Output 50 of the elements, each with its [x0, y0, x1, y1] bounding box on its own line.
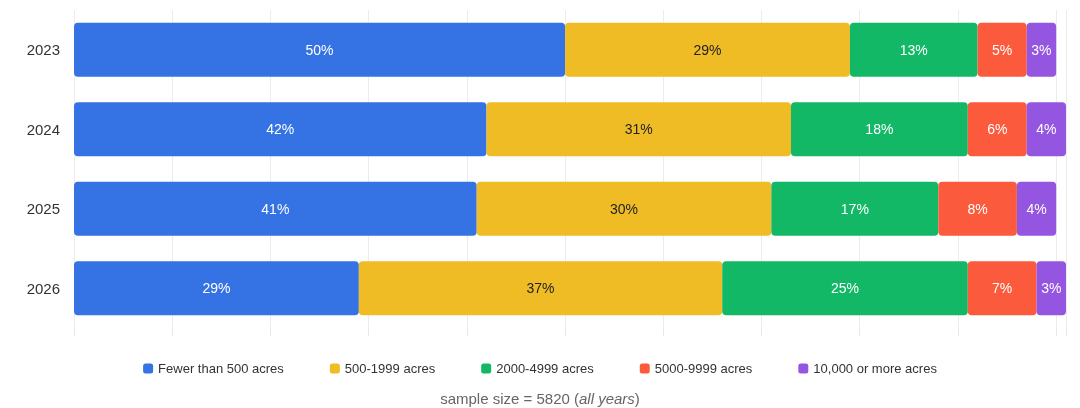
data-label: 50%	[305, 41, 334, 58]
data-label: 31%	[624, 121, 653, 138]
bar	[771, 181, 939, 236]
y-tick-label: 2023	[26, 41, 60, 59]
y-tick-label: 2026	[26, 279, 60, 297]
bar	[849, 22, 978, 77]
bar	[967, 261, 1037, 316]
legend-label: 2000-4999 acres	[496, 361, 595, 376]
bar	[74, 22, 566, 77]
legend-label: 500-1999 acres	[344, 361, 436, 376]
data-label: 41%	[261, 200, 290, 217]
data-label: 29%	[202, 280, 231, 297]
data-label: 30%	[610, 200, 639, 217]
bar	[1026, 22, 1057, 77]
data-label: 4%	[1036, 121, 1057, 138]
data-label: 4%	[1026, 200, 1047, 217]
legend-label: Fewer than 500 acres	[158, 361, 285, 376]
data-label: 25%	[830, 280, 860, 297]
legend-label: 10,000 or more acres	[813, 361, 938, 376]
bar	[565, 22, 850, 77]
bar	[476, 181, 772, 236]
bar	[967, 102, 1027, 157]
data-label: 29%	[693, 41, 722, 58]
data-label: 13%	[899, 41, 928, 58]
y-tick-label: 2024	[26, 120, 60, 138]
data-label: 6%	[987, 121, 1008, 138]
data-label: 17%	[840, 200, 869, 217]
bar	[1036, 261, 1066, 316]
data-label: 5%	[992, 41, 1013, 58]
y-tick-label: 2025	[26, 200, 60, 218]
bar	[74, 102, 487, 157]
data-label: 18%	[865, 121, 894, 138]
bar	[790, 102, 968, 157]
legend-label: 5000-9999 acres	[654, 361, 753, 376]
data-label: 3%	[1041, 280, 1062, 297]
text: sample size = 5820 (all years)	[440, 390, 640, 407]
bar	[74, 261, 359, 316]
bar	[722, 261, 968, 316]
data-label: 37%	[526, 280, 555, 297]
bar	[486, 102, 791, 157]
data-label: 8%	[967, 200, 988, 217]
bar	[977, 22, 1027, 77]
data-label: 42%	[266, 121, 295, 138]
bar	[938, 181, 1017, 236]
bar	[1016, 181, 1057, 236]
bar	[74, 181, 477, 236]
data-label: 7%	[992, 280, 1013, 297]
bar	[1026, 102, 1066, 157]
bar	[358, 261, 723, 316]
data-label: 3%	[1031, 41, 1052, 58]
